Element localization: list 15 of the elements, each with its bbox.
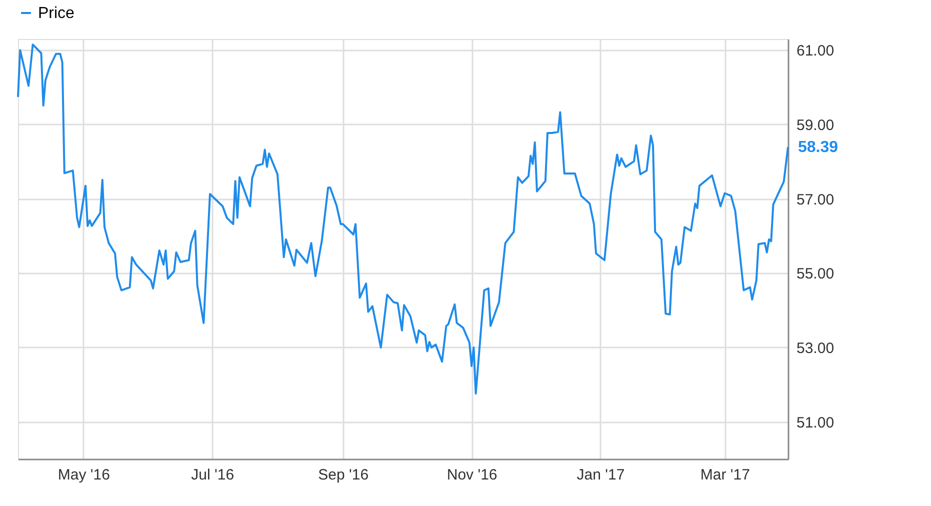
y-tick-label: 61.00 [796, 42, 834, 60]
y-tick-label: 53.00 [796, 340, 834, 357]
y-tick-label: 59.00 [796, 116, 834, 134]
x-tick-label: Nov '16 [446, 466, 498, 484]
legend-label: Price [38, 5, 75, 22]
x-tick-label: May '16 [58, 466, 110, 484]
y-tick-label: 57.00 [796, 191, 834, 208]
line-series [17, 44, 789, 395]
x-tick-label: Mar '17 [700, 466, 750, 484]
x-tick-label: Jul '16 [191, 466, 234, 484]
annotation: 58.39 [798, 139, 838, 156]
y-tick-label: 51.00 [796, 414, 834, 432]
x-tick-label: Sep '16 [318, 466, 369, 484]
y-tick-label: 55.00 [796, 266, 834, 283]
x-tick-label: Jan '17 [576, 466, 625, 484]
